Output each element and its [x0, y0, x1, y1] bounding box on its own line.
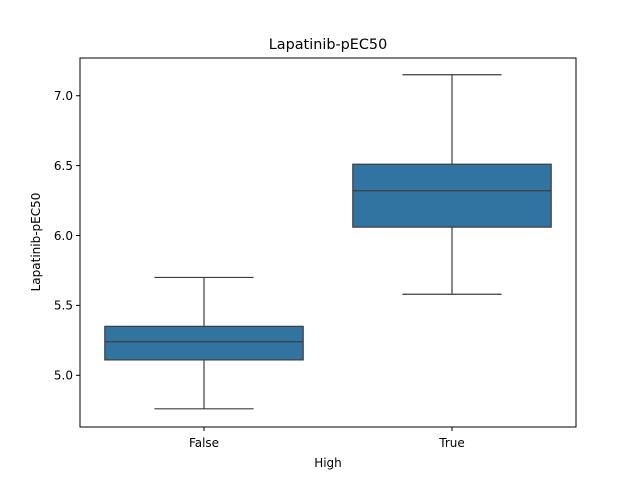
- y-tick-label: 6.5: [54, 159, 73, 173]
- y-axis-label: Lapatinib-pEC50: [29, 193, 43, 292]
- y-tick-label: 5.5: [54, 299, 73, 313]
- x-tick-label: False: [189, 436, 219, 450]
- plot-area: [104, 74, 552, 410]
- x-axis-label: High: [314, 456, 342, 470]
- box-iqr: [352, 163, 552, 228]
- y-axis-ticks: 5.0 5.5 6.0 6.5 7.0: [54, 89, 80, 383]
- axes-frame: [79, 57, 577, 428]
- y-tick-label: 6.0: [54, 229, 73, 243]
- y-tick-label: 7.0: [54, 89, 73, 103]
- chart-title: Lapatinib-pEC50: [269, 37, 387, 53]
- y-tick-label: 5.0: [54, 369, 73, 383]
- x-tick-label: True: [438, 436, 465, 450]
- box-group-false: [104, 276, 304, 410]
- x-axis-ticks: False True: [189, 427, 465, 450]
- box-iqr: [104, 325, 304, 361]
- box-group-true: [352, 74, 552, 295]
